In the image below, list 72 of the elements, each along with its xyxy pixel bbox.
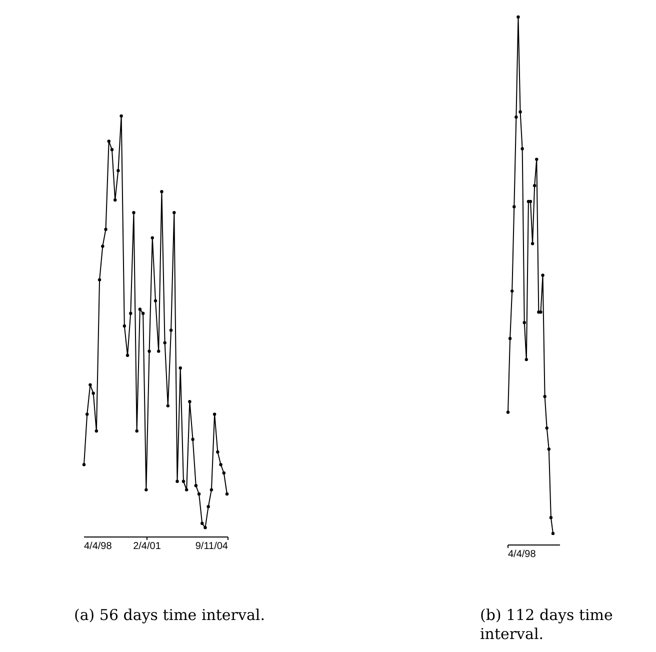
point xyxy=(522,321,526,324)
point xyxy=(116,169,120,172)
text: (b) 112 days time interval. xyxy=(480,606,614,643)
point xyxy=(172,211,176,214)
point xyxy=(122,324,126,328)
point xyxy=(510,289,514,293)
text: 2/4/01 xyxy=(133,541,162,552)
point xyxy=(216,450,220,454)
point xyxy=(535,158,538,161)
point xyxy=(113,198,117,202)
point xyxy=(138,308,142,311)
point xyxy=(530,242,534,246)
point xyxy=(101,244,104,248)
point xyxy=(135,429,138,433)
point xyxy=(157,350,160,353)
point xyxy=(176,480,179,483)
point xyxy=(512,205,516,208)
point xyxy=(160,190,164,194)
point xyxy=(132,211,136,214)
point xyxy=(547,448,551,451)
point xyxy=(210,488,214,492)
point xyxy=(551,532,555,536)
point xyxy=(200,522,204,525)
point xyxy=(154,299,158,302)
point xyxy=(506,410,510,414)
point xyxy=(98,278,102,282)
point xyxy=(94,429,98,433)
point xyxy=(82,463,86,466)
text: (a) 56 days time interval. xyxy=(74,606,265,624)
point xyxy=(86,412,89,416)
point xyxy=(182,480,186,483)
text: 4/4/98 xyxy=(508,549,536,560)
point xyxy=(212,412,216,416)
point xyxy=(141,312,145,315)
point xyxy=(144,488,148,492)
text: 4/4/98 xyxy=(84,541,112,552)
point xyxy=(110,148,114,152)
point xyxy=(545,426,548,430)
point xyxy=(120,114,123,118)
point xyxy=(543,394,546,398)
point xyxy=(184,488,188,492)
point xyxy=(219,463,222,466)
point xyxy=(92,392,95,395)
point xyxy=(178,366,182,370)
point xyxy=(516,15,520,19)
point xyxy=(225,492,229,496)
point xyxy=(104,228,108,231)
point xyxy=(541,274,544,277)
point xyxy=(191,438,194,441)
point xyxy=(520,147,524,150)
point xyxy=(88,383,92,386)
point xyxy=(148,350,151,353)
point xyxy=(206,505,210,508)
point xyxy=(197,492,201,496)
point xyxy=(126,354,130,357)
text: 9/11/04 xyxy=(195,541,228,552)
point xyxy=(524,358,528,362)
point xyxy=(163,341,166,344)
point xyxy=(549,516,553,520)
point xyxy=(514,116,518,119)
point xyxy=(518,110,522,114)
point xyxy=(150,236,154,240)
point xyxy=(188,400,192,404)
point xyxy=(194,484,198,488)
point xyxy=(532,184,536,188)
point xyxy=(166,404,170,408)
point xyxy=(204,526,207,530)
point xyxy=(129,312,132,315)
point xyxy=(222,471,226,475)
point xyxy=(169,328,173,332)
point xyxy=(107,140,110,143)
point xyxy=(508,336,512,340)
